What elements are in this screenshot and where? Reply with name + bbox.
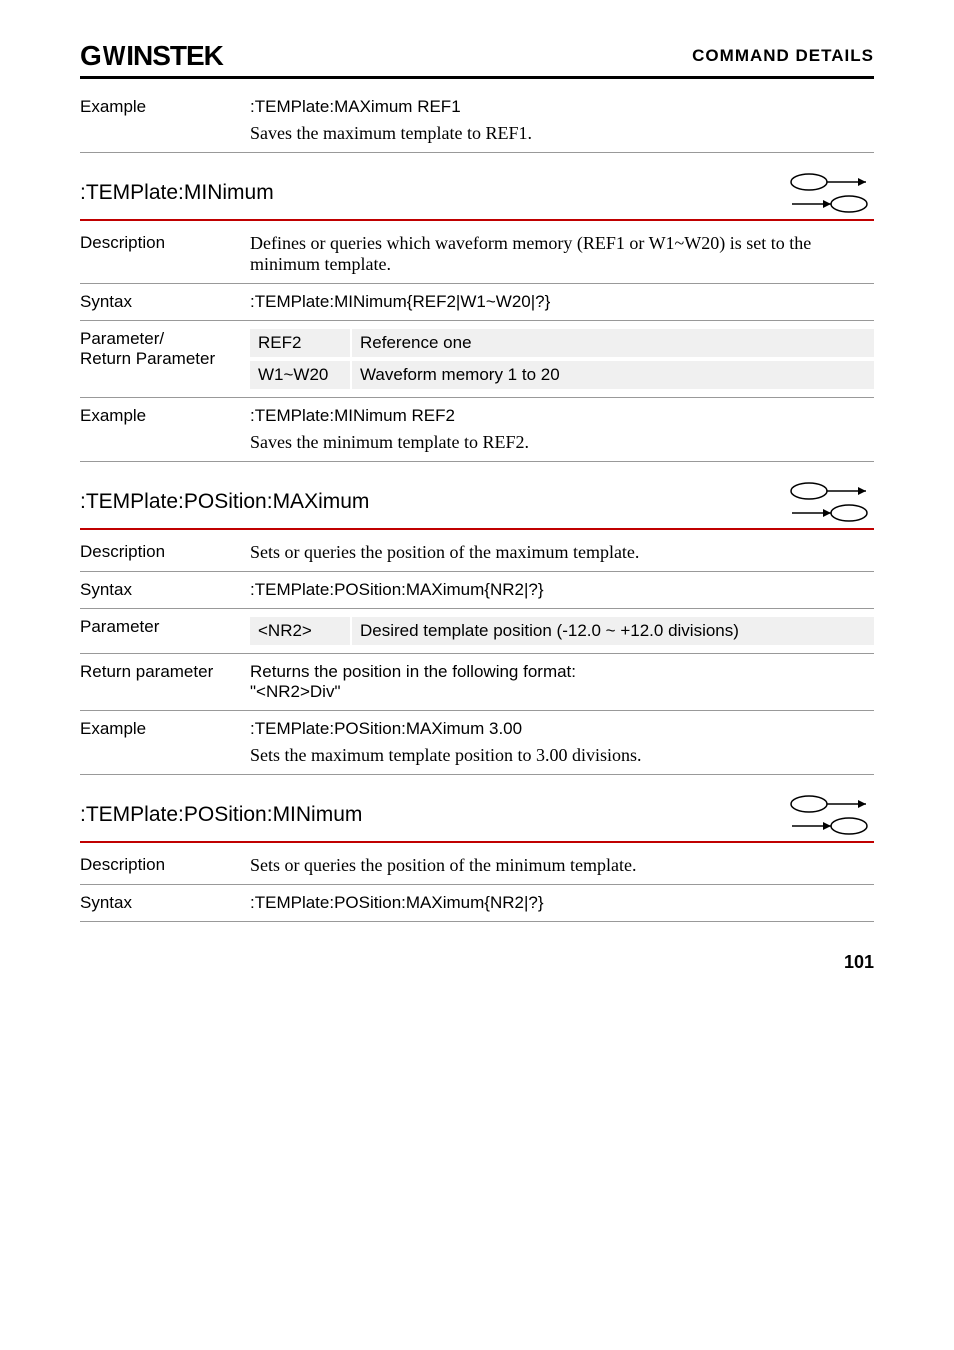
description-text: Sets or queries the position of the mini… <box>250 855 874 876</box>
description-row: Description Defines or queries which wav… <box>80 225 874 284</box>
example-cmd: :TEMPlate:POSition:MAXimum 3.00 <box>250 719 874 739</box>
set-query-icon <box>784 793 874 837</box>
syntax-row: Syntax :TEMPlate:POSition:MAXimum{NR2|?} <box>80 885 874 922</box>
syntax-label: Syntax <box>80 580 250 600</box>
return-text-2: "<NR2>Div" <box>250 682 874 702</box>
page-header: GWINSTEK COMMAND DETAILS <box>80 40 874 79</box>
param-label-2: Return Parameter <box>80 349 250 369</box>
parameter-row: Parameter <NR2> Desired template positio… <box>80 609 874 654</box>
syntax-text: :TEMPlate:MINimum{REF2|W1~W20|?} <box>250 292 874 312</box>
param-key: W1~W20 <box>250 361 350 389</box>
description-label: Description <box>80 855 250 875</box>
example-row: Example :TEMPlate:MINimum REF2 Saves the… <box>80 398 874 462</box>
example-cmd: :TEMPlate:MINimum REF2 <box>250 406 874 426</box>
example-desc: Sets the maximum template position to 3.… <box>250 745 874 766</box>
syntax-row: Syntax :TEMPlate:MINimum{REF2|W1~W20|?} <box>80 284 874 321</box>
syntax-text: :TEMPlate:POSition:MAXimum{NR2|?} <box>250 580 874 600</box>
cmd-header-pos-min: :TEMPlate:POSition:MINimum <box>80 775 874 843</box>
cmd-title: :TEMPlate:POSition:MINimum <box>80 803 362 827</box>
description-label: Description <box>80 233 250 253</box>
cmd-title: :TEMPlate:POSition:MAXimum <box>80 490 369 514</box>
example-label: Example <box>80 97 250 117</box>
param-label-1: Parameter/ <box>80 329 250 349</box>
description-text: Defines or queries which waveform memory… <box>250 233 874 275</box>
syntax-label: Syntax <box>80 292 250 312</box>
example-cmd: :TEMPlate:MAXimum REF1 <box>250 97 874 117</box>
example-label: Example <box>80 719 250 739</box>
section-title: COMMAND DETAILS <box>692 46 874 66</box>
return-row: Return parameter Returns the position in… <box>80 654 874 711</box>
parameter-row: Parameter/ Return Parameter REF2 Referen… <box>80 321 874 398</box>
example-desc: Saves the minimum template to REF2. <box>250 432 874 453</box>
description-text: Sets or queries the position of the maxi… <box>250 542 874 563</box>
cmd-header-pos-max: :TEMPlate:POSition:MAXimum <box>80 462 874 530</box>
param-key: <NR2> <box>250 617 350 645</box>
return-label: Return parameter <box>80 662 250 682</box>
example-row: Example :TEMPlate:POSition:MAXimum 3.00 … <box>80 711 874 775</box>
syntax-row: Syntax :TEMPlate:POSition:MAXimum{NR2|?} <box>80 572 874 609</box>
set-query-icon <box>784 171 874 215</box>
param-val: Reference one <box>352 329 874 357</box>
logo: GWINSTEK <box>80 40 223 72</box>
description-label: Description <box>80 542 250 562</box>
syntax-label: Syntax <box>80 893 250 913</box>
syntax-text: :TEMPlate:POSition:MAXimum{NR2|?} <box>250 893 874 913</box>
param-val: Waveform memory 1 to 20 <box>352 361 874 389</box>
page-number: 101 <box>80 952 874 973</box>
example-desc: Saves the maximum template to REF1. <box>250 123 874 144</box>
cmd-header-minimum: :TEMPlate:MINimum <box>80 153 874 221</box>
example-row: Example :TEMPlate:MAXimum REF1 Saves the… <box>80 89 874 153</box>
param-val: Desired template position (-12.0 ~ +12.0… <box>352 617 874 645</box>
description-row: Description Sets or queries the position… <box>80 847 874 885</box>
example-label: Example <box>80 406 250 426</box>
set-query-icon <box>784 480 874 524</box>
cmd-title: :TEMPlate:MINimum <box>80 181 274 205</box>
param-label: Parameter <box>80 617 250 637</box>
return-text-1: Returns the position in the following fo… <box>250 662 874 682</box>
param-key: REF2 <box>250 329 350 357</box>
description-row: Description Sets or queries the position… <box>80 534 874 572</box>
